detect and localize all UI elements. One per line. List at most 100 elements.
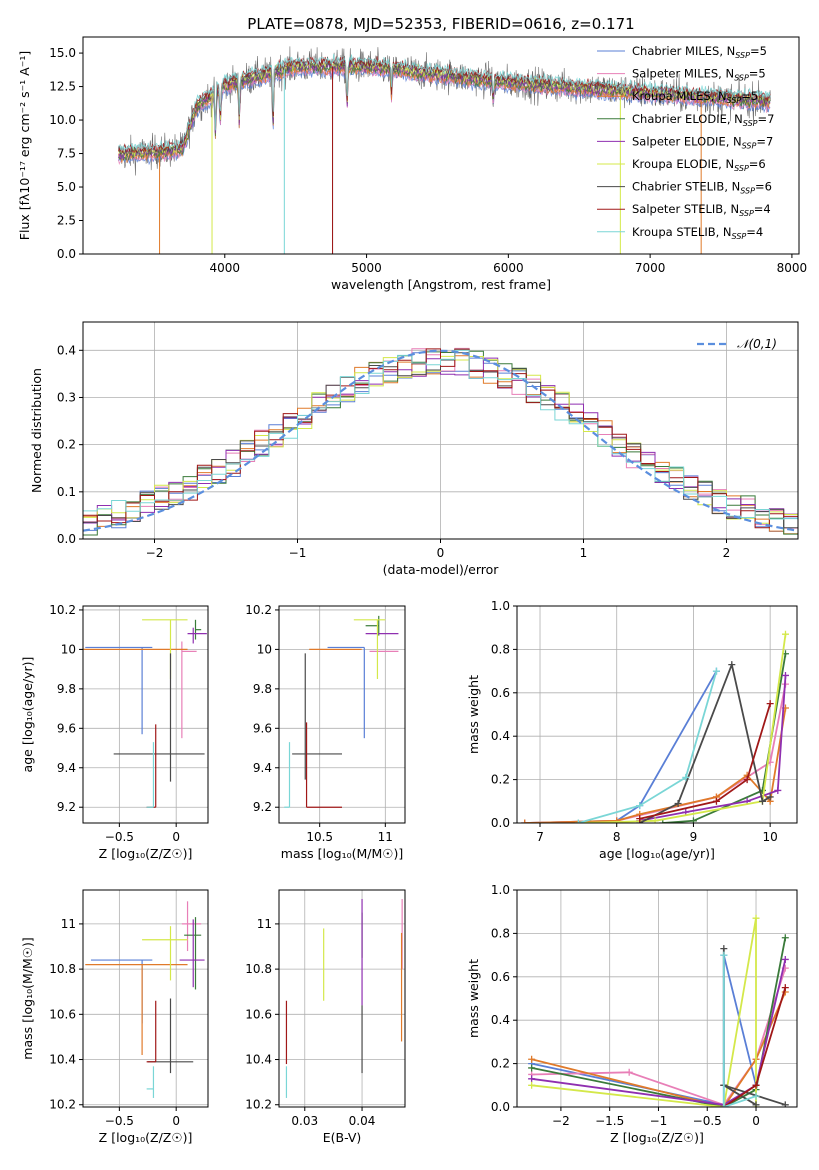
mass-weight-marker [528, 1055, 536, 1063]
mass-weight-line [578, 634, 787, 823]
x-tick-label: 0.03 [291, 1114, 318, 1128]
y-tick-label: 10.4 [245, 1053, 272, 1067]
mass-weight-line [578, 670, 718, 823]
y-tick-label: 9.4 [57, 761, 76, 775]
x-tick-label: 0 [172, 830, 180, 844]
y-tick-label: 0.8 [491, 642, 510, 656]
mass-weight-marker [720, 951, 728, 959]
y-tick-label: 0.4 [491, 1013, 510, 1027]
x-tick-label: 8000 [777, 261, 808, 275]
y-tick-label: 0.2 [491, 1057, 510, 1071]
y-tick-label: 10.6 [49, 1007, 76, 1021]
mass-weight-marker [712, 797, 720, 805]
axes-frame [82, 889, 209, 1108]
y-tick-label: 1.0 [491, 883, 510, 897]
mass-weight-marker [636, 802, 644, 810]
mass-weight-marker [752, 1092, 760, 1100]
x-tick-label: −1 [650, 1114, 668, 1128]
x-tick-label: 5000 [351, 261, 382, 275]
y-tick-label: 0.0 [491, 1100, 510, 1114]
y-tick-label: 10.8 [49, 962, 76, 976]
y-tick-label: 9.2 [253, 800, 272, 814]
axes-frame [278, 889, 406, 1108]
mass-weight-marker [758, 797, 766, 805]
panel-spectrum: Chabrier MILES, NSSP=5 Salpeter MILES, NS… [17, 36, 808, 292]
mass-weight-marker [636, 815, 644, 823]
panel-age-vs-mass: 10.5 11 9.2 9.4 9.6 9.8 10 10.2 mass [log₁₀(M/M☉… [245, 603, 406, 861]
y-tick-label: 10.2 [245, 603, 272, 617]
residual-histogram [83, 349, 798, 520]
y-axis-label: mass weight [466, 675, 481, 754]
y-tick-label: 7.5 [57, 147, 76, 161]
y-tick-label: 9.4 [253, 761, 272, 775]
model-spectrum-line [118, 53, 771, 152]
mass-weight-line [531, 954, 757, 1106]
x-tick-label: 2 [723, 546, 731, 560]
legend-entry: Chabrier ELODIE, NSSP=7 [632, 112, 774, 128]
y-tick-label: 0.8 [491, 926, 510, 940]
mass-weight-marker [766, 700, 774, 708]
x-tick-label: 4000 [210, 261, 241, 275]
mass-weight-line [524, 707, 787, 823]
y-tick-label: 11 [257, 917, 272, 931]
panel-residuals: 𝒩(0,1) −2 −1 0 1 2 0.0 0.1 0.2 0.3 0.4 (data-model)… [29, 321, 799, 577]
legend-entry: Kroupa ELODIE, NSSP=6 [632, 157, 766, 173]
x-axis-label: Z [log₁₀(Z/Z☉)] [99, 846, 193, 861]
mass-weight-marker [659, 819, 667, 823]
x-axis-label: (data-model)/error [383, 562, 500, 577]
y-tick-label: 5.0 [57, 180, 76, 194]
mass-weight-marker [752, 1101, 760, 1107]
legend-entry: 𝒩(0,1) [737, 337, 777, 351]
plot-area [521, 630, 789, 823]
y-tick-label: 15.0 [49, 46, 76, 60]
y-tick-label: 10.2 [49, 603, 76, 617]
normal-distribution-curve [83, 349, 798, 532]
model-spectrum-line [118, 63, 771, 163]
x-tick-label: −2 [552, 1114, 570, 1128]
y-tick-label: 0.3 [57, 390, 76, 404]
y-tick-label: 10.4 [49, 1053, 76, 1067]
plot-area [83, 347, 798, 536]
mass-weight-marker [752, 1081, 760, 1089]
figure-title: PLATE=0878, MJD=52353, FIBERID=0616, z=0… [247, 15, 634, 33]
x-axis-label: Z [log₁₀(Z/Z☉)] [99, 1130, 193, 1145]
plot-area [118, 46, 771, 254]
mass-weight-marker [651, 817, 659, 823]
mass-weight-marker [720, 945, 728, 953]
plot-area [528, 914, 789, 1107]
mass-weight-marker [528, 1075, 536, 1083]
x-tick-label: −1.5 [595, 1114, 624, 1128]
x-axis-label: E(B-V) [323, 1130, 362, 1145]
y-tick-label: 10 [257, 642, 272, 656]
y-tick-label: 10.6 [245, 1007, 272, 1021]
x-axis-label: wavelength [Angstrom, rest frame] [331, 277, 551, 292]
y-tick-label: 9.2 [57, 800, 76, 814]
plot-area [285, 899, 403, 1098]
y-axis-label: age [log₁₀(age/yr)] [20, 657, 35, 773]
y-tick-label: 1.0 [491, 599, 510, 613]
x-tick-label: 11 [378, 830, 393, 844]
panel-mass-vs-Z: −0.5 0 10.2 10.4 10.6 10.8 11 Z [log₁₀(Z/Z☉)] ma… [20, 889, 209, 1145]
residual-histogram [83, 348, 798, 529]
y-tick-label: 9.8 [253, 682, 272, 696]
y-tick-label: 0.4 [491, 729, 510, 743]
y-tick-label: 10.0 [49, 113, 76, 127]
mass-weight-marker [781, 984, 789, 992]
residual-histogram [83, 355, 798, 524]
mass-weight-marker [689, 817, 697, 823]
axes-frame [516, 889, 798, 1108]
y-tick-label: 0.6 [491, 686, 510, 700]
y-tick-label: 10.2 [245, 1098, 272, 1112]
panel-mass-vs-EBV: 0.03 0.04 10.2 10.4 10.6 10.8 11 E(B-V) [245, 889, 406, 1145]
plot-area [85, 901, 205, 1098]
mass-weight-marker [613, 817, 621, 823]
y-tick-label: 0.2 [57, 438, 76, 452]
y-tick-label: 2.5 [57, 214, 76, 228]
mass-weight-marker [674, 799, 682, 807]
x-tick-label: 10 [763, 830, 778, 844]
mass-weight-marker [728, 661, 736, 669]
mass-weight-marker [521, 819, 529, 823]
x-tick-label: 7 [536, 830, 544, 844]
mass-weight-marker [752, 914, 760, 922]
mass-weight-marker [625, 1068, 633, 1076]
